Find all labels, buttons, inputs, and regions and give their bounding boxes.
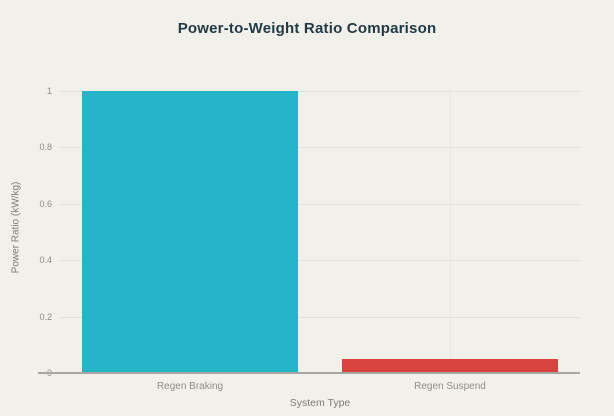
y-tick-label: 0.4 [39,255,52,266]
gridline-horizontal [60,147,580,149]
x-axis-line [38,372,580,374]
x-axis-title: System Type [289,397,351,409]
gridline-horizontal [60,260,580,262]
gridline-vertical [450,91,451,373]
gridline-horizontal [60,316,580,318]
y-axis-title: Power Ratio (kW/kg) [10,181,22,274]
bar-regen-suspend[interactable] [342,358,558,373]
chart-title: Power-to-Weight Ratio Comparison [177,20,437,37]
gridline-horizontal [60,203,580,205]
x-tick-label: Regen Suspend [414,381,486,392]
y-tick-label: 0.2 [39,311,52,322]
y-tick-label: 1 [46,86,52,96]
bar-regen-braking[interactable] [82,91,298,373]
x-tick-label: Regen Braking [156,381,224,392]
y-tick-label: 0.8 [39,142,52,153]
y-tick-label: 0.6 [39,198,52,209]
gridline-horizontal [60,91,580,92]
